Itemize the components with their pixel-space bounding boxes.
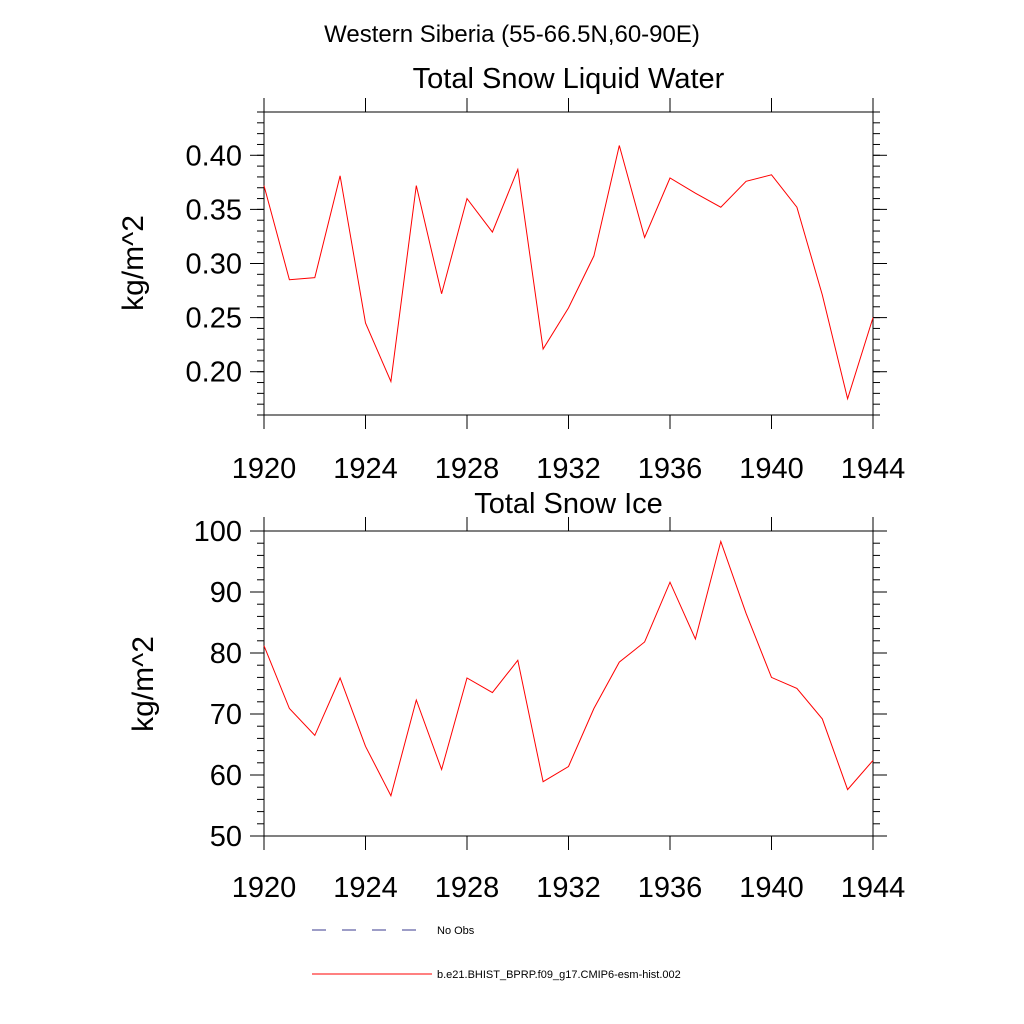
panel-title: Total Snow Liquid Water xyxy=(413,63,725,95)
y-tick-label: 0.20 xyxy=(186,357,242,389)
y-tick-label: 60 xyxy=(210,760,242,792)
y-tick-label: 0.40 xyxy=(186,140,242,172)
x-tick-label: 1944 xyxy=(841,872,906,904)
legend-model-label: b.e21.BHIST_BPRP.f09_g17.CMIP6-esm-hist.… xyxy=(437,969,681,981)
x-tick-label: 1944 xyxy=(841,453,906,485)
panel-snow-liquid-water: Total Snow Liquid Water kg/m^2 1920 1924 192… xyxy=(117,63,905,485)
x-tick-label: 1920 xyxy=(232,872,297,904)
figure-title: Western Siberia (55-66.5N,60-90E) xyxy=(324,21,700,48)
x-tick-label: 1920 xyxy=(232,453,297,485)
x-tick-label: 1936 xyxy=(638,872,703,904)
legend: No Obs b.e21.BHIST_BPRP.f09_g17.CMIP6-es… xyxy=(312,925,681,981)
x-tick-label: 1932 xyxy=(536,872,601,904)
x-tick-label: 1924 xyxy=(333,872,398,904)
y-tick-label: 100 xyxy=(194,516,242,548)
x-tick-label: 1932 xyxy=(536,453,601,485)
y-tick-label: 50 xyxy=(210,821,242,853)
y-tick-label: 80 xyxy=(210,638,242,670)
x-tick-label: 1928 xyxy=(435,453,500,485)
series-line xyxy=(263,145,874,401)
x-tick-label: 1940 xyxy=(739,453,804,485)
x-tick-label: 1924 xyxy=(333,453,398,485)
x-tick-label: 1936 xyxy=(638,453,703,485)
y-tick-label: 0.35 xyxy=(186,194,242,226)
y-tick-label: 70 xyxy=(210,699,242,731)
y-tick-label: 0.30 xyxy=(186,249,242,281)
legend-no-obs-label: No Obs xyxy=(437,925,475,937)
x-tick-label: 1940 xyxy=(739,872,804,904)
panel-title: Total Snow Ice xyxy=(474,488,663,520)
y-tick-label: 90 xyxy=(210,577,242,609)
y-axis-label: kg/m^2 xyxy=(117,215,150,311)
panel-snow-ice: Total Snow Ice kg/m^2 1920 1924 1928 1932 1936… xyxy=(127,488,905,904)
x-tick-label: 1928 xyxy=(435,872,500,904)
series-line xyxy=(263,539,874,798)
y-axis-label: kg/m^2 xyxy=(127,636,160,732)
y-tick-label: 0.25 xyxy=(186,303,242,335)
plot-frame xyxy=(263,530,874,837)
